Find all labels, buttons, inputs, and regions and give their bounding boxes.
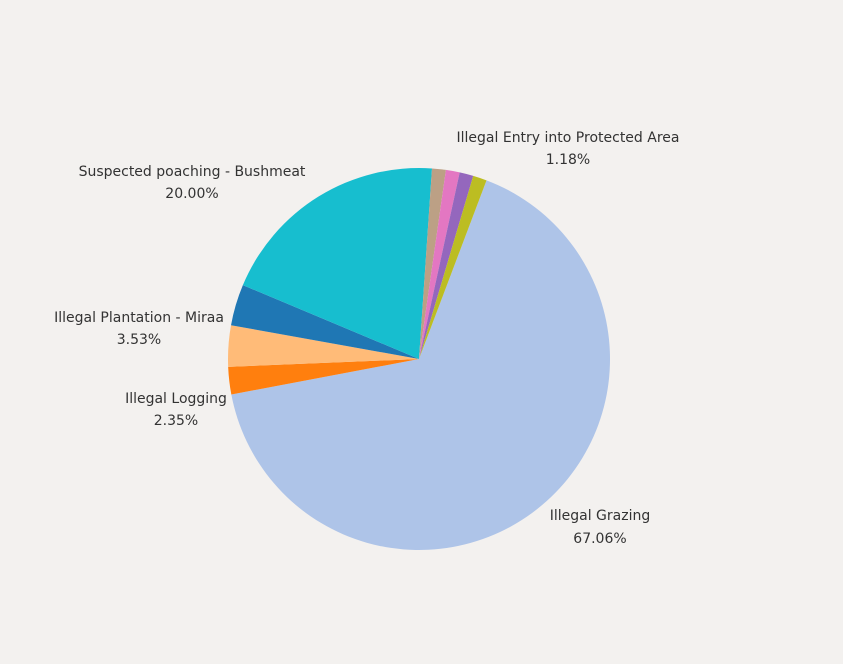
pie-slice-suspected-poaching-bushmeat[interactable] xyxy=(242,167,433,359)
pie-slice-illegal-entry-into-protected-area[interactable] xyxy=(419,175,487,359)
label-bushmeat-category: Suspected poaching - Bushmeat xyxy=(79,164,306,180)
pie-slice-illegal-logging[interactable] xyxy=(228,359,419,395)
pie-slices xyxy=(227,167,611,551)
slice-labels: Illegal Grazing 67.06% Illegal Logging 2… xyxy=(54,130,679,547)
label-logging-category: Illegal Logging xyxy=(125,391,227,407)
label-entry-value: 1.18% xyxy=(546,152,590,168)
pie-slice-illegal-grazing[interactable] xyxy=(231,180,611,551)
pie-slice-unlabeled-2[interactable] xyxy=(227,325,419,367)
label-grazing-value: 67.06% xyxy=(573,531,626,547)
label-bushmeat-value: 20.00% xyxy=(165,186,218,202)
label-grazing-category: Illegal Grazing xyxy=(550,508,651,524)
pie-slice-unlabeled-5[interactable] xyxy=(419,168,446,359)
pie-slice-illegal-plantation-miraa[interactable] xyxy=(231,285,419,359)
pie-slice-unlabeled-7[interactable] xyxy=(419,172,474,359)
label-plantation-value: 3.53% xyxy=(117,332,161,348)
label-plantation-category: Illegal Plantation - Miraa xyxy=(54,310,224,326)
label-entry-category: Illegal Entry into Protected Area xyxy=(457,130,680,146)
pie-slice-unlabeled-6[interactable] xyxy=(419,169,460,359)
label-logging-value: 2.35% xyxy=(154,413,198,429)
